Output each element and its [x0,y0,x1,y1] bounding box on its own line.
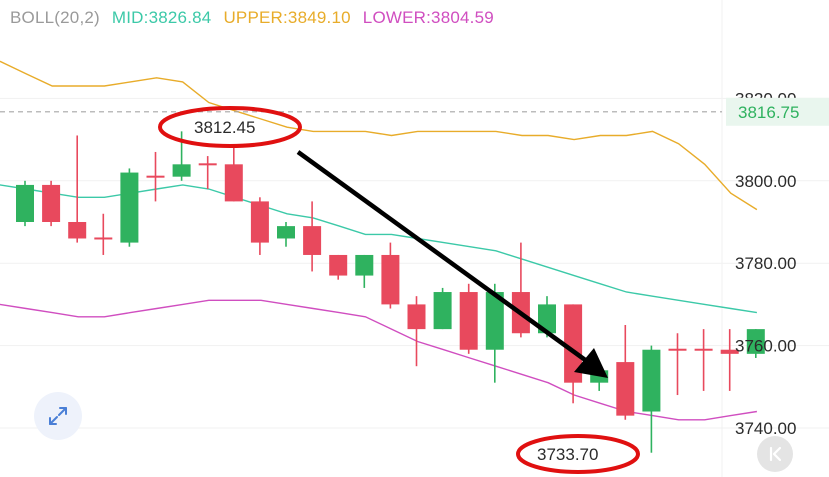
candle-body [746,329,765,354]
candle-body [172,164,191,177]
candle-body [16,184,34,222]
candle-11 [303,201,322,272]
skip-back-button[interactable] [757,436,793,472]
annotations: 3812.45 3733.70 [158,106,640,474]
candle-body [303,226,322,255]
skip-back-icon [769,446,782,462]
annotation-label-low: 3733.70 [537,445,598,464]
candle-2 [68,135,87,243]
candle-body [616,362,635,416]
candle-body [538,304,556,334]
candle-body [146,175,165,178]
candle-3 [94,213,113,255]
candle-4 [120,168,139,247]
trend-arrow-head [574,348,608,378]
candle-body [68,222,87,239]
y-tick-label: 3800.00 [735,172,796,191]
annotation-ellipse-high [158,106,302,148]
boll-legend: BOLL(20,2) MID:3826.84 UPPER:3849.10 LOWER:… [10,8,506,28]
candle-body [564,304,583,383]
current-price-marker: 3816.75 [0,97,829,126]
candle-16 [433,287,452,330]
candle-27 [720,329,739,391]
candle-body [381,254,400,305]
candle-12 [329,254,348,280]
candle-8 [224,147,243,202]
candle-body [120,172,139,243]
y-tick-label: 3740.00 [735,419,796,438]
candle-body [198,163,217,166]
boll-legend-lower: LOWER:3804.59 [362,8,494,27]
candle-body [329,254,348,276]
candle-body [224,164,243,202]
current-price-label: 3816.75 [738,103,799,122]
candle-body [94,237,113,240]
candle-26 [694,329,713,391]
candle-14 [381,242,400,309]
candle-15 [407,296,426,367]
candle-5 [146,151,165,202]
y-tick-label: 3780.00 [735,254,796,273]
candle-23 [616,325,635,420]
candle-body [642,349,661,412]
y-tick-label: 3760.00 [735,337,796,356]
candle-10 [277,222,295,247]
candle-body [250,201,269,243]
expand-button[interactable] [34,392,82,440]
candle-body [694,348,713,351]
current-price-box [726,97,829,126]
boll-legend-prefix: BOLL(20,2) [10,8,100,27]
candle-0 [16,180,34,227]
candle-body [433,292,452,330]
annotation-label-high: 3812.45 [194,118,255,137]
boll-legend-upper: UPPER:3849.10 [223,8,351,27]
candle-7 [198,156,217,190]
candle-body [459,292,478,350]
boll-legend-mid: MID:3826.84 [111,8,212,27]
candle-body [42,184,61,222]
candle-body [720,349,739,354]
trend-arrow-shaft [296,150,590,364]
band-upper-line [0,60,758,211]
candle-18 [485,283,504,383]
annotation-ellipse-low [516,434,640,474]
candles [16,131,765,453]
candle-body [277,226,295,239]
candle-body [355,254,374,276]
candle-body [485,292,504,350]
candle-24 [642,345,661,453]
band-mid-line [0,184,758,314]
candle-25 [668,333,687,396]
candle-1 [42,180,61,227]
candle-28 [746,329,765,358]
candle-9 [250,197,269,255]
candle-13 [355,254,374,288]
candle-body [407,304,426,330]
expand-arrows-icon [49,407,67,425]
candle-17 [459,283,478,354]
candle-body [668,348,687,351]
